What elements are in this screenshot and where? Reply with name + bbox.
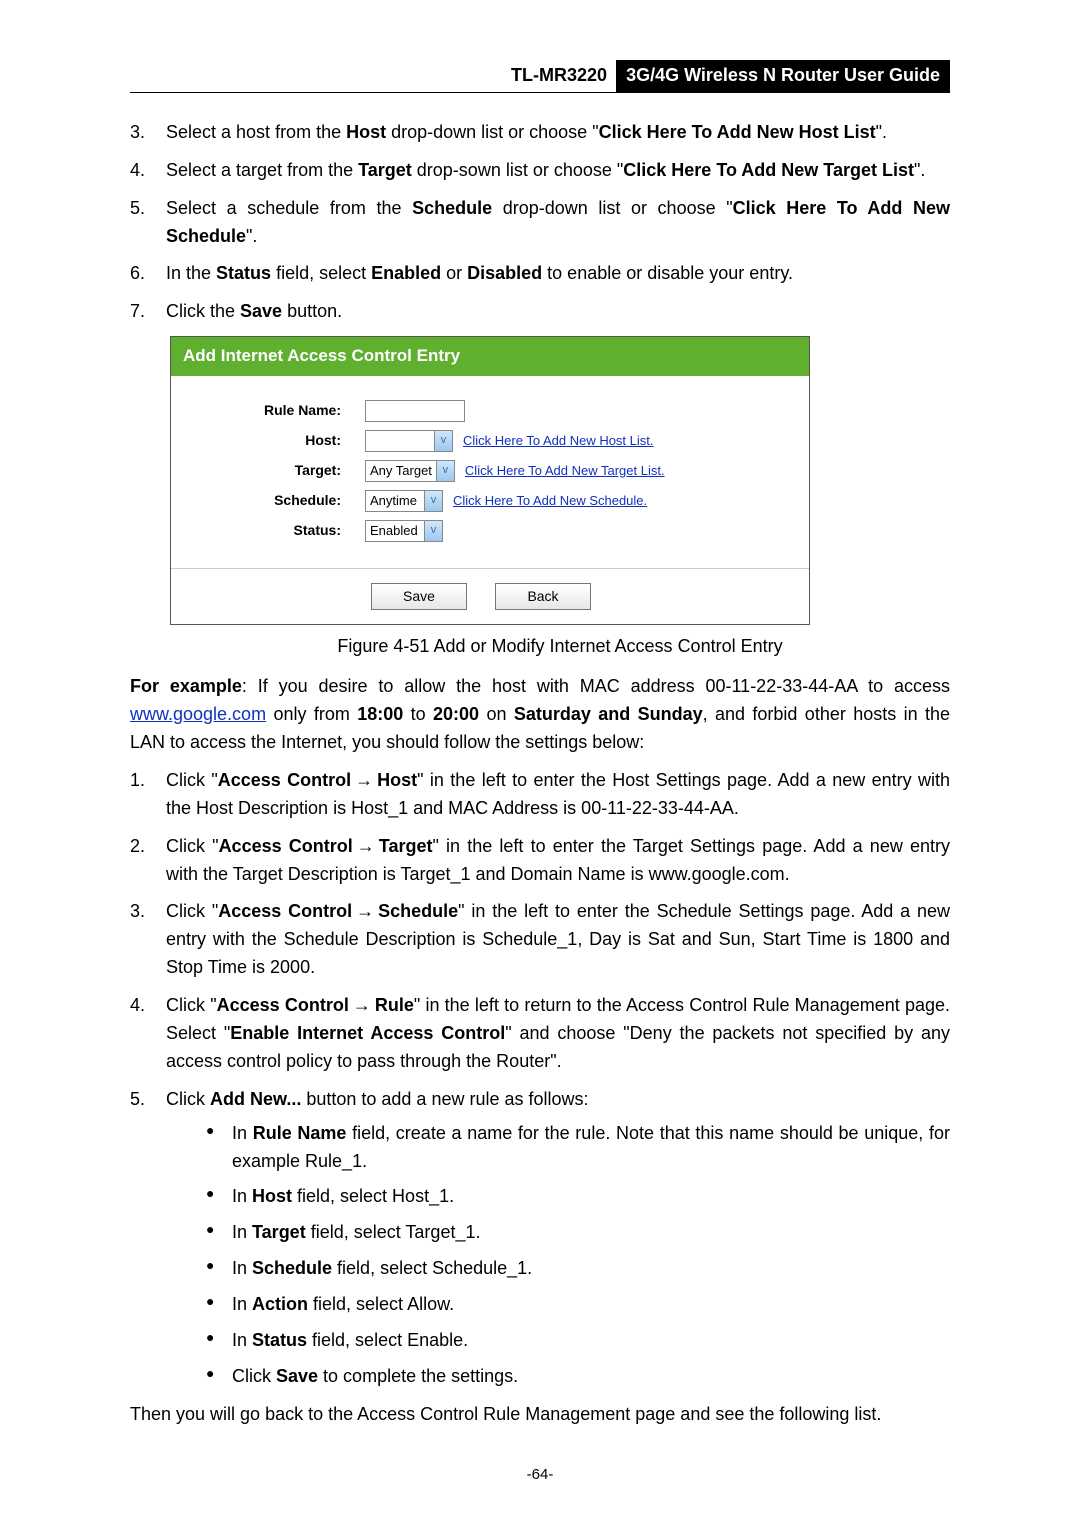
chevron-down-icon: v <box>424 521 442 541</box>
figure-button-row: Save Back <box>171 568 809 625</box>
top-steps-list: 3. Select a host from the Host drop-down… <box>130 119 950 326</box>
figure-caption: Figure 4-51 Add or Modify Internet Acces… <box>170 633 950 661</box>
example-steps-list: 1. Click "Access Control→Host" in the le… <box>130 767 950 1391</box>
add-target-link[interactable]: Click Here To Add New Target List. <box>465 461 665 481</box>
back-button[interactable]: Back <box>495 583 591 611</box>
figure-4-51: Add Internet Access Control Entry Rule N… <box>170 336 950 661</box>
bullet-item: In Action field, select Allow. <box>206 1291 950 1319</box>
target-select-value: Any Target <box>366 461 436 481</box>
arrow-icon: → <box>351 767 377 795</box>
bullet-item: In Schedule field, select Schedule_1. <box>206 1255 950 1283</box>
status-select[interactable]: Enabled v <box>365 520 443 542</box>
bullet-item: In Rule Name field, create a name for th… <box>206 1120 950 1176</box>
arrow-icon: → <box>352 898 378 926</box>
row-host: Host: v Click Here To Add New Host List. <box>185 430 795 452</box>
label-host: Host: <box>185 430 365 452</box>
ex-step-4: 4. Click "Access Control→Rule" in the le… <box>130 992 950 1076</box>
target-select[interactable]: Any Target v <box>365 460 455 482</box>
label-schedule: Schedule: <box>185 490 365 512</box>
page-number: -64- <box>130 1463 950 1486</box>
figure-panel: Add Internet Access Control Entry Rule N… <box>170 336 810 625</box>
row-rule-name: Rule Name: <box>185 400 795 422</box>
add-schedule-link[interactable]: Click Here To Add New Schedule. <box>453 491 647 511</box>
bullet-item: In Target field, select Target_1. <box>206 1219 950 1247</box>
ex-step-2: 2. Click "Access Control→Target" in the … <box>130 833 950 889</box>
row-status: Status: Enabled v <box>185 520 795 542</box>
step-5: 5. Select a schedule from the Schedule d… <box>130 195 950 251</box>
add-host-link[interactable]: Click Here To Add New Host List. <box>463 431 654 451</box>
ex-step-3: 3. Click "Access Control→Schedule" in th… <box>130 898 950 982</box>
ex-step-5: 5. Click Add New... button to add a new … <box>130 1086 950 1391</box>
host-select[interactable]: v <box>365 430 453 452</box>
schedule-select-value: Anytime <box>366 491 424 511</box>
chevron-down-icon: v <box>424 491 442 511</box>
step-7: 7. Click the Save button. <box>130 298 950 326</box>
arrow-icon: → <box>349 992 375 1020</box>
sub-bullets: In Rule Name field, create a name for th… <box>166 1120 950 1391</box>
bullet-item: In Status field, select Enable. <box>206 1327 950 1355</box>
bullet-item: In Host field, select Host_1. <box>206 1183 950 1211</box>
rule-name-input[interactable] <box>365 400 465 422</box>
header-title: 3G/4G Wireless N Router User Guide <box>616 60 950 92</box>
chevron-down-icon: v <box>436 461 454 481</box>
chevron-down-icon: v <box>434 431 452 451</box>
label-status: Status: <box>185 520 365 542</box>
closing-paragraph: Then you will go back to the Access Cont… <box>130 1401 950 1429</box>
save-button[interactable]: Save <box>371 583 467 611</box>
step-4: 4. Select a target from the Target drop-… <box>130 157 950 185</box>
status-select-value: Enabled <box>366 521 424 541</box>
example-link[interactable]: www.google.com <box>130 704 266 724</box>
figure-title: Add Internet Access Control Entry <box>171 337 809 375</box>
ex-step-1: 1. Click "Access Control→Host" in the le… <box>130 767 950 823</box>
schedule-select[interactable]: Anytime v <box>365 490 443 512</box>
row-schedule: Schedule: Anytime v Click Here To Add Ne… <box>185 490 795 512</box>
example-paragraph: For example: If you desire to allow the … <box>130 673 950 757</box>
figure-form: Rule Name: Host: v Click Here To Add New… <box>171 376 809 568</box>
label-target: Target: <box>185 460 365 482</box>
step-3: 3. Select a host from the Host drop-down… <box>130 119 950 147</box>
row-target: Target: Any Target v Click Here To Add N… <box>185 460 795 482</box>
page-header: TL-MR3220 3G/4G Wireless N Router User G… <box>130 60 950 93</box>
step-6: 6. In the Status field, select Enabled o… <box>130 260 950 288</box>
arrow-icon: → <box>353 833 379 861</box>
bullet-item: Click Save to complete the settings. <box>206 1363 950 1391</box>
label-rule-name: Rule Name: <box>185 400 365 422</box>
header-model: TL-MR3220 <box>511 62 611 90</box>
